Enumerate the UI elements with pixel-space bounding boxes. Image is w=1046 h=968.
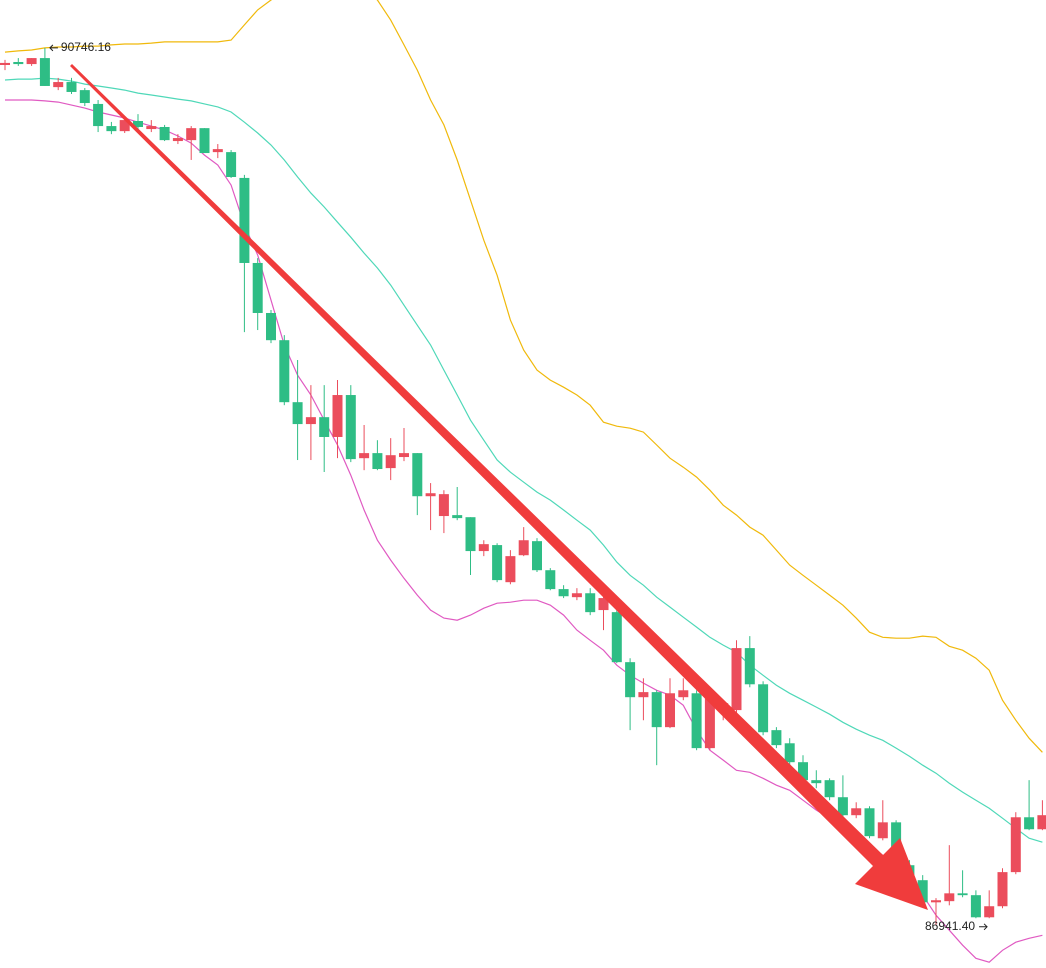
candle-body (345, 395, 356, 460)
candle-body (93, 103, 104, 127)
candle-body (771, 730, 782, 746)
candle-body (452, 515, 463, 519)
labels: 90746.16 86941.40 (49, 40, 988, 933)
candle-body (598, 598, 609, 611)
candle-body (1010, 817, 1021, 873)
candle-body (226, 152, 237, 178)
candle-body (385, 455, 396, 469)
candle-body (372, 453, 383, 470)
low-label: 86941.40 (925, 919, 975, 933)
candle-body (957, 893, 968, 896)
candle-body (106, 126, 117, 132)
candle-body (319, 417, 330, 437)
candle-body (638, 692, 649, 698)
candle-body (970, 895, 981, 918)
candle-body (851, 808, 862, 816)
candle-body (438, 494, 449, 517)
candle-body (532, 541, 542, 571)
candle-body (744, 648, 755, 685)
candles (0, 47, 1046, 925)
candle-body (26, 58, 37, 65)
candle-body (13, 61, 24, 65)
candle-body (997, 872, 1008, 907)
candle-body (877, 822, 888, 839)
candle-body (492, 545, 503, 581)
high-label: 90746.16 (61, 40, 111, 54)
candle-body (279, 340, 290, 403)
candle-body (239, 177, 250, 263)
candle-body (798, 762, 808, 781)
candle-body (332, 395, 343, 437)
candle-body (864, 808, 875, 837)
candle-body (505, 556, 516, 583)
candle-body (79, 90, 90, 104)
candle-body (0, 62, 10, 65)
band-line (4, 77, 1043, 843)
candle-body (731, 648, 742, 711)
candle-body (465, 517, 476, 552)
candle-body (678, 690, 689, 698)
candle-body (651, 692, 662, 728)
candle-body (146, 126, 157, 130)
candle-body (837, 797, 848, 816)
candle-body (811, 780, 822, 784)
candle-body (186, 128, 197, 141)
candle-body (545, 570, 556, 590)
candle-body (611, 612, 622, 663)
candle-body (133, 121, 143, 127)
label-arrow (49, 44, 58, 52)
candle-body (266, 312, 276, 341)
candle-body (159, 126, 170, 141)
bands (4, 0, 1043, 963)
candle-body (1024, 817, 1035, 830)
candle-body (478, 544, 489, 552)
candle-body (119, 120, 130, 132)
candle-body (704, 698, 715, 749)
candle-body (305, 417, 316, 425)
candle-body (625, 662, 636, 698)
candle-body (399, 453, 409, 458)
candle-body (425, 493, 436, 497)
candle-body (212, 149, 223, 153)
candle-body (518, 540, 529, 556)
label-arrow (979, 923, 988, 931)
candle-body (252, 262, 263, 313)
candle-body (665, 693, 675, 728)
candle-body (558, 589, 569, 597)
candle-body (39, 58, 50, 86)
candle-body (172, 138, 183, 142)
candle-body (691, 693, 702, 749)
candle-body (758, 684, 769, 733)
candle-body (412, 453, 423, 497)
candle-body (917, 880, 928, 903)
band-line (4, 0, 1043, 753)
candle-body (1037, 815, 1046, 830)
candle-body (984, 906, 995, 918)
candle-body (571, 593, 582, 598)
trend-arrow (70, 64, 928, 910)
candle-body (784, 743, 795, 763)
candle-body (66, 82, 77, 92)
candle-body (359, 453, 370, 459)
candle-body (824, 780, 835, 798)
candle-body (199, 128, 210, 154)
candle-body (585, 593, 596, 613)
candle-body (944, 893, 955, 902)
candle-body (931, 900, 941, 903)
candle-body (292, 402, 303, 425)
candle-body (53, 82, 64, 88)
